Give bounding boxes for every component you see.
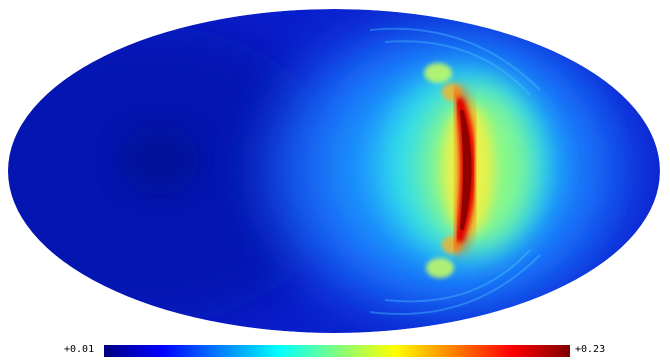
knot-top <box>424 63 452 83</box>
mollweide-sky-map <box>8 9 660 333</box>
crescent-core <box>460 110 472 230</box>
colorbar-max-label: +0.23 <box>575 344 606 355</box>
dark-spot <box>120 125 200 195</box>
colorbar <box>104 345 570 357</box>
ripple-arcs <box>369 27 541 316</box>
knot-bottom <box>426 258 454 278</box>
colorbar-min-label: +0.01 <box>64 344 95 355</box>
